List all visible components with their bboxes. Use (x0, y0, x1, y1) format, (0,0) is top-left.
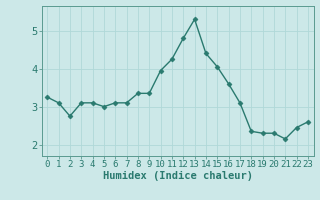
X-axis label: Humidex (Indice chaleur): Humidex (Indice chaleur) (103, 171, 252, 181)
